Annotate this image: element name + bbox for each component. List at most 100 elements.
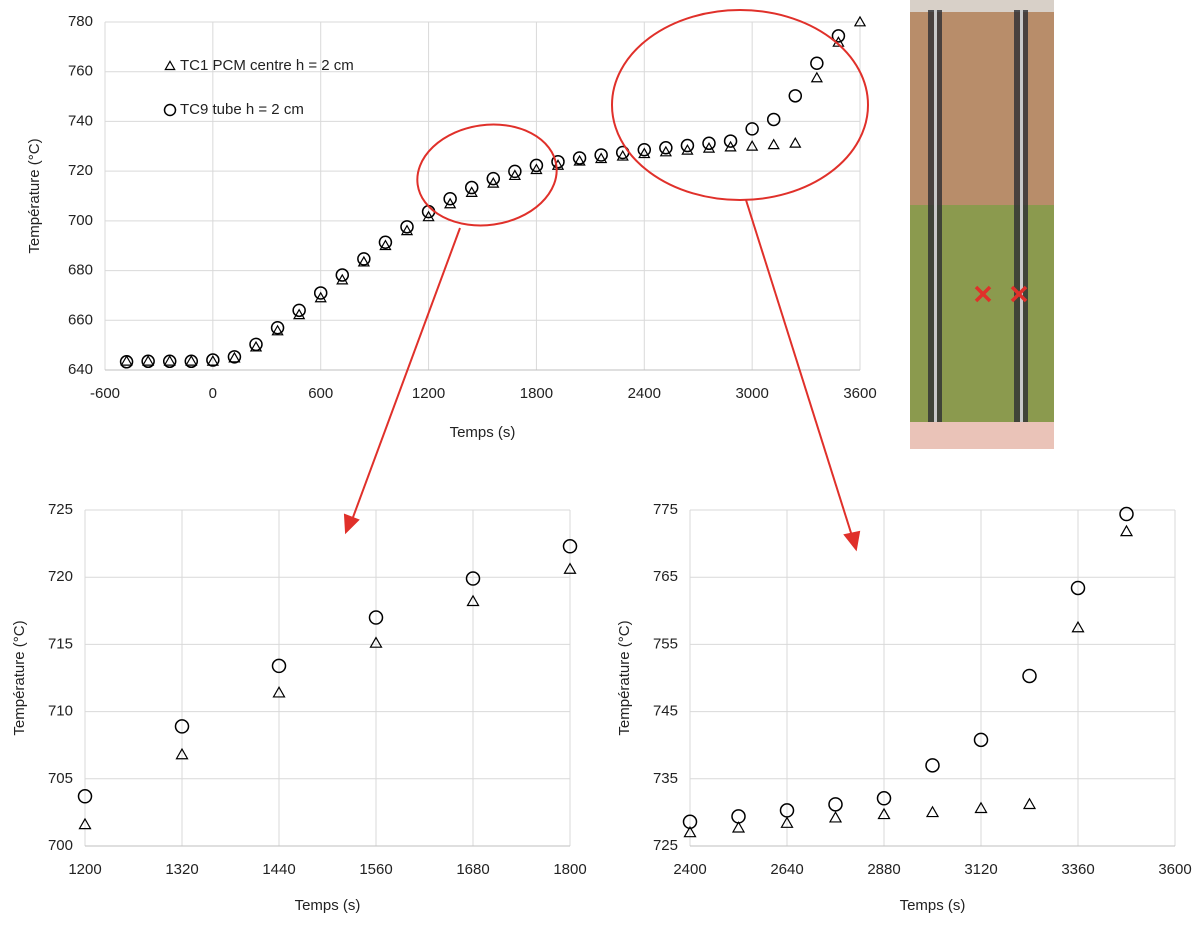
triangle-point [400, 224, 414, 236]
circle-point [828, 797, 843, 812]
circle-point [508, 164, 522, 179]
circle-point [572, 151, 587, 165]
circle-point [723, 134, 738, 148]
y-tick-label: 640 [68, 361, 93, 378]
photo-panel [910, 0, 1054, 449]
charts: 640 660 680 700 720 740 760 780 -600 0 600 1200 1800… [11, 13, 1192, 914]
circle-point [77, 789, 93, 804]
y-tick-label: 775 [653, 501, 678, 518]
circle-point [731, 809, 746, 824]
circle-point [1070, 580, 1086, 596]
triangle-point [780, 816, 794, 828]
x-tick-label: 1680 [456, 861, 489, 878]
circle-point [378, 235, 393, 249]
triangle-point [508, 169, 521, 181]
triangle-point [810, 71, 823, 83]
x-tick-label: 600 [308, 385, 333, 402]
circle-point [745, 122, 759, 136]
y-axis-title: Température (°C) [616, 620, 633, 735]
triangle-point [702, 141, 716, 153]
x-tick-label: 1440 [262, 861, 295, 878]
photo-bottom [910, 422, 1054, 449]
triangle-point [142, 354, 155, 366]
triangle-point [659, 145, 672, 157]
triangle-point [422, 210, 435, 222]
circle-point [400, 220, 414, 234]
x-tick-label: 1800 [553, 861, 586, 878]
y-tick-label: 735 [653, 770, 678, 787]
circle-point [1119, 506, 1134, 522]
y-tick-label: 760 [68, 63, 93, 80]
triangle-point [681, 143, 694, 155]
triangle-point [379, 239, 392, 251]
y-tick-label: 660 [68, 311, 93, 328]
circle-point [174, 719, 190, 734]
arrow-head [343, 513, 360, 535]
triangle-point [925, 805, 940, 818]
triangle-point [163, 354, 176, 366]
triangle-point [789, 136, 802, 148]
circle-point [465, 571, 481, 586]
triangle-point [164, 60, 176, 71]
circle-point [810, 56, 824, 71]
x-tick-label: 2640 [770, 861, 803, 878]
triangle-point [293, 308, 306, 320]
circle-point [184, 354, 199, 369]
y-tick-label: 715 [48, 635, 73, 652]
circle-point [357, 252, 371, 266]
y-tick-label: 765 [653, 568, 678, 585]
triangle-point [877, 807, 891, 820]
triangle-point [853, 15, 867, 27]
photo-highlight [934, 10, 937, 422]
y-tick-label: 755 [653, 635, 678, 652]
circle-point [682, 814, 698, 830]
triangle-point [369, 636, 383, 648]
circle-point [162, 354, 177, 369]
circle-point [659, 141, 673, 155]
triangle-point [828, 811, 843, 823]
x-tick-label: 1800 [520, 385, 553, 402]
circle-point [831, 29, 846, 43]
y-tick-label: 725 [48, 501, 73, 518]
zoom-ellipse [611, 9, 869, 201]
circle-point [163, 103, 177, 117]
circle-point [335, 268, 350, 282]
triangle-point [1119, 524, 1134, 537]
circle-point [270, 320, 285, 335]
x-tick-label: 3120 [964, 861, 997, 878]
circle-point [464, 180, 479, 195]
x-tick-label: -600 [90, 385, 120, 402]
thermocouple-marks [974, 285, 1028, 303]
triangle-point [974, 801, 988, 814]
y-tick-label: 725 [653, 837, 678, 854]
circle-point [551, 154, 565, 169]
triangle-point [767, 138, 780, 150]
triangle-point [314, 291, 327, 303]
x-tick-label: 3360 [1061, 861, 1094, 878]
x-tick-label: 0 [209, 385, 217, 402]
y-tick-label: 720 [68, 162, 93, 179]
y-tick-label: 780 [68, 13, 93, 30]
circle-point [1022, 668, 1037, 684]
x-axis-title: Temps (s) [295, 897, 361, 914]
x-tick-label: 1200 [412, 385, 445, 402]
y-tick-label: 740 [68, 112, 93, 129]
circle-point [779, 803, 795, 818]
x-tick-label: 3000 [735, 385, 768, 402]
x-tick-label: 3600 [1158, 861, 1191, 878]
x-axis-title: Temps (s) [900, 897, 966, 914]
scatter-chart: 725 735 745 755 765 775 2400 2640 2880 3120 3360 36… [616, 501, 1192, 914]
x-axis-title: Temps (s) [450, 424, 516, 441]
circle-point [443, 191, 457, 206]
triangle-point [120, 354, 133, 366]
circle-point [271, 658, 287, 674]
triangle-point [206, 354, 219, 366]
y-tick-label: 745 [653, 703, 678, 720]
x-tick-label: 3600 [843, 385, 876, 402]
circle-point [292, 303, 306, 318]
triangle-point [595, 152, 608, 164]
y-tick-label: 700 [48, 837, 73, 854]
triangle-point [175, 747, 189, 760]
triangle-point [1071, 620, 1085, 633]
